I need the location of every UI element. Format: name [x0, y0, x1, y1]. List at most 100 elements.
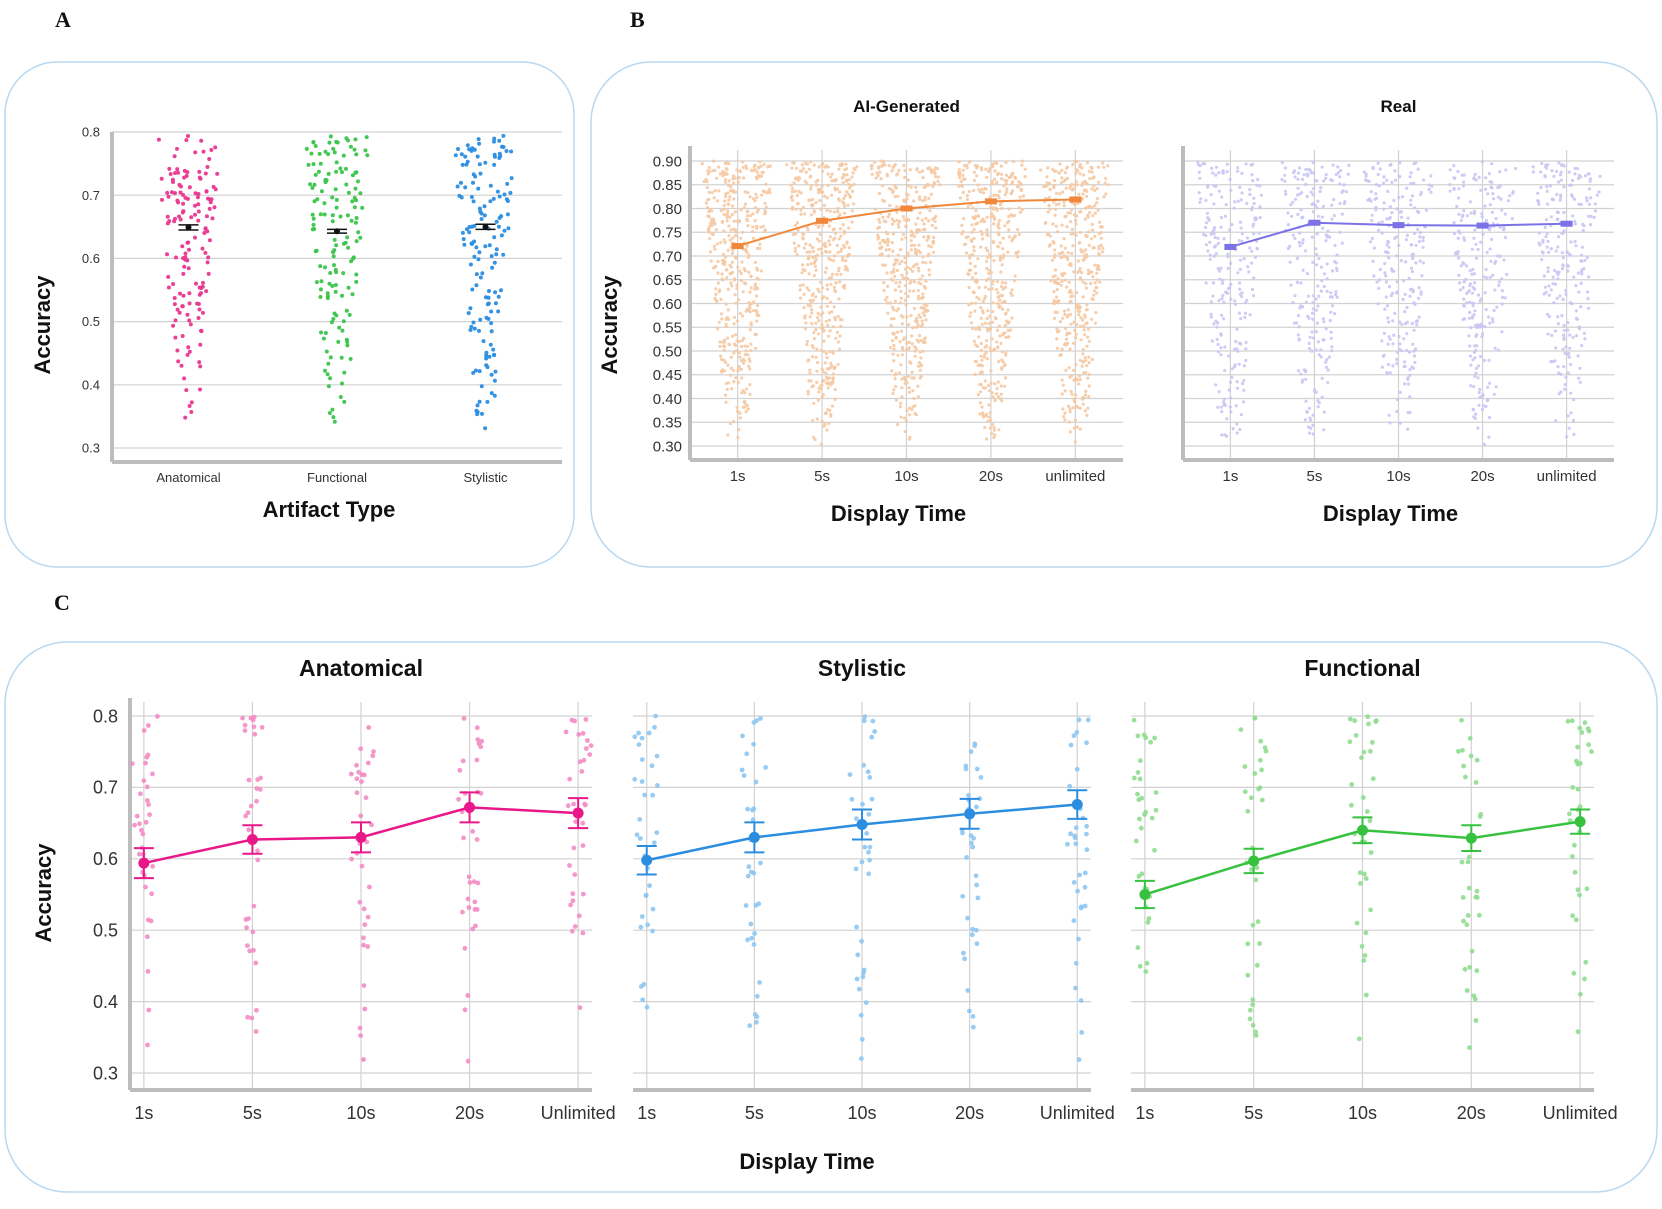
data-dot	[977, 188, 981, 192]
data-dot	[827, 224, 832, 228]
data-dot	[1050, 258, 1054, 262]
data-dot	[714, 292, 718, 296]
data-dot	[1086, 215, 1090, 219]
data-dot	[567, 863, 572, 868]
data-dot	[1359, 755, 1364, 761]
data-dot	[1081, 360, 1085, 364]
data-dot	[720, 317, 724, 321]
data-dot	[172, 302, 177, 307]
data-dot	[884, 230, 888, 234]
data-dot	[1336, 165, 1340, 169]
data-dot	[330, 407, 335, 412]
data-dot	[1333, 260, 1337, 264]
data-dot	[342, 399, 347, 404]
data-dot	[1245, 941, 1251, 947]
data-dot	[168, 172, 173, 176]
data-dot	[1063, 411, 1067, 415]
data-dot	[485, 399, 490, 404]
data-dot	[1017, 180, 1021, 184]
data-dot	[212, 205, 217, 210]
data-dot	[962, 956, 967, 962]
data-dot	[831, 349, 835, 354]
data-dot	[1298, 166, 1302, 170]
data-dot	[1463, 238, 1467, 242]
data-dot	[350, 199, 355, 204]
data-dot	[824, 371, 828, 375]
data-dot	[826, 381, 830, 385]
data-dot	[349, 218, 354, 223]
data-dot	[247, 948, 253, 954]
data-dot	[1402, 360, 1407, 364]
data-dot	[1556, 272, 1560, 277]
data-dot	[1143, 809, 1148, 815]
data-dot	[962, 163, 967, 168]
data-dot	[722, 369, 727, 373]
data-dot	[492, 393, 497, 398]
data-dot	[732, 219, 736, 223]
data-dot	[1410, 194, 1415, 198]
data-dot	[312, 182, 317, 187]
data-dot	[1547, 315, 1551, 319]
data-dot	[1068, 331, 1072, 336]
data-dot	[1053, 213, 1057, 217]
data-dot	[361, 942, 366, 948]
data-dot	[1078, 998, 1084, 1003]
data-dot	[1386, 362, 1391, 367]
data-dot	[924, 216, 928, 220]
data-dot	[1597, 190, 1601, 194]
data-dot	[472, 254, 477, 259]
data-dot	[910, 376, 914, 380]
data-dot	[1054, 169, 1058, 173]
data-dot	[1065, 285, 1069, 289]
data-dot	[707, 190, 711, 194]
data-dot	[473, 368, 478, 373]
data-dot	[715, 242, 720, 246]
data-dot	[1395, 207, 1399, 211]
data-dot	[489, 372, 494, 377]
data-dot	[1256, 178, 1260, 182]
data-dot	[972, 188, 976, 193]
data-dot	[1592, 215, 1596, 219]
data-dot	[1468, 354, 1473, 358]
data-dot	[1069, 295, 1073, 299]
data-dot	[1417, 286, 1421, 290]
data-dot	[1588, 223, 1593, 227]
data-dot	[1238, 727, 1244, 732]
data-dot	[1303, 418, 1307, 422]
data-dot	[1283, 179, 1287, 183]
data-dot	[724, 180, 728, 184]
data-dot	[722, 238, 726, 242]
data-dot	[791, 205, 795, 209]
data-dot	[1067, 420, 1071, 424]
data-dot	[1053, 248, 1057, 252]
data-dot	[1558, 173, 1563, 177]
data-dot	[1250, 261, 1254, 265]
data-dot	[1083, 333, 1087, 337]
data-dot	[172, 219, 177, 224]
data-dot	[1288, 260, 1292, 264]
data-dot	[1467, 1045, 1472, 1050]
data-dot	[994, 206, 998, 210]
data-dot	[1305, 194, 1309, 199]
data-dot	[1410, 269, 1415, 274]
data-dot	[821, 325, 825, 330]
data-dot	[966, 792, 971, 798]
data-dot	[987, 272, 991, 276]
data-dot	[745, 166, 749, 170]
data-dot	[1412, 162, 1416, 166]
data-dot	[1063, 343, 1067, 347]
data-dot	[744, 282, 748, 286]
data-dot	[1464, 988, 1470, 993]
data-dot	[893, 261, 898, 265]
data-dot	[1001, 360, 1006, 364]
data-dot	[743, 269, 747, 273]
data-dot	[504, 149, 509, 153]
data-dot	[838, 213, 842, 217]
data-dot	[1225, 170, 1229, 174]
data-dot	[735, 319, 740, 323]
data-dot	[847, 246, 852, 250]
data-dot	[887, 187, 891, 191]
data-dot	[996, 301, 1000, 306]
data-dot	[463, 154, 468, 159]
data-dot	[863, 1000, 869, 1005]
